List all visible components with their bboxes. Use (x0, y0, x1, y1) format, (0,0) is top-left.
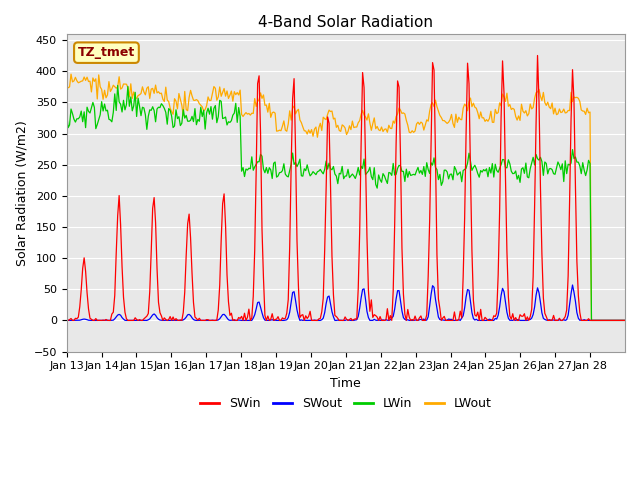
X-axis label: Time: Time (330, 377, 361, 390)
Title: 4-Band Solar Radiation: 4-Band Solar Radiation (259, 15, 433, 30)
Text: TZ_tmet: TZ_tmet (78, 46, 135, 59)
Y-axis label: Solar Radiation (W/m2): Solar Radiation (W/m2) (15, 120, 28, 265)
Legend: SWin, SWout, LWin, LWout: SWin, SWout, LWin, LWout (195, 392, 497, 415)
